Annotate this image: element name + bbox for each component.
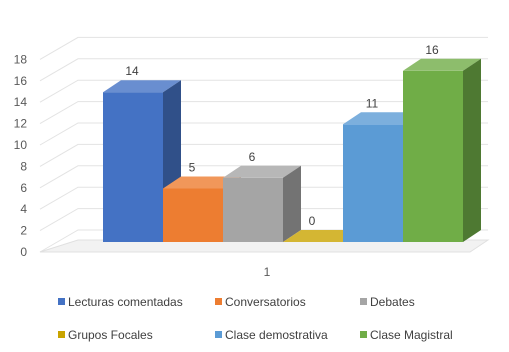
bar-top [163, 176, 241, 189]
y-tick-label: 4 [20, 202, 27, 216]
y-tick-label: 12 [14, 117, 28, 131]
y-tick-label: 0 [20, 245, 27, 259]
legend-label: Debates [370, 295, 415, 309]
bar-top [283, 230, 361, 242]
y-tick-label: 16 [14, 74, 28, 88]
legend-label: Clase Magistral [370, 328, 453, 342]
y-tick-label: 10 [14, 138, 28, 152]
data-label: 14 [125, 64, 139, 78]
legend-label: Lecturas comentadas [68, 295, 183, 309]
legend-label: Conversatorios [225, 295, 306, 309]
bar-front [403, 70, 463, 242]
y-tick-label: 14 [14, 95, 28, 109]
gridline [39, 79, 488, 103]
bar-front [103, 92, 163, 242]
chart-floor [39, 239, 490, 253]
bar-top [343, 112, 421, 125]
legend-swatch [215, 298, 222, 305]
y-tick-label: 18 [14, 52, 28, 66]
y-tick-label: 8 [20, 159, 27, 173]
bar-front [163, 188, 223, 242]
gridline [39, 36, 488, 60]
legend-swatch [58, 331, 65, 338]
gridline [39, 101, 488, 125]
bar-top [103, 80, 181, 93]
x-category-label: 1 [264, 265, 271, 279]
bar-top [223, 165, 301, 178]
bar-front [343, 124, 403, 242]
bar-front [223, 177, 283, 242]
gridline [39, 58, 488, 82]
bar-side [463, 58, 481, 242]
bar-top [403, 58, 481, 71]
legend-label: Grupos Focales [68, 328, 153, 342]
y-tick-label: 2 [20, 224, 27, 238]
legend-swatch [360, 331, 367, 338]
legend-swatch [215, 331, 222, 338]
legend-swatch [58, 298, 65, 305]
data-label: 16 [425, 43, 439, 57]
data-label: 11 [366, 96, 379, 110]
data-label: 6 [249, 150, 256, 164]
data-label: 5 [189, 161, 196, 175]
legend-label: Clase demostrativa [225, 328, 328, 342]
legend-swatch [360, 298, 367, 305]
y-tick-label: 6 [20, 181, 27, 195]
bar-side [283, 165, 301, 242]
data-label: 0 [309, 214, 316, 228]
